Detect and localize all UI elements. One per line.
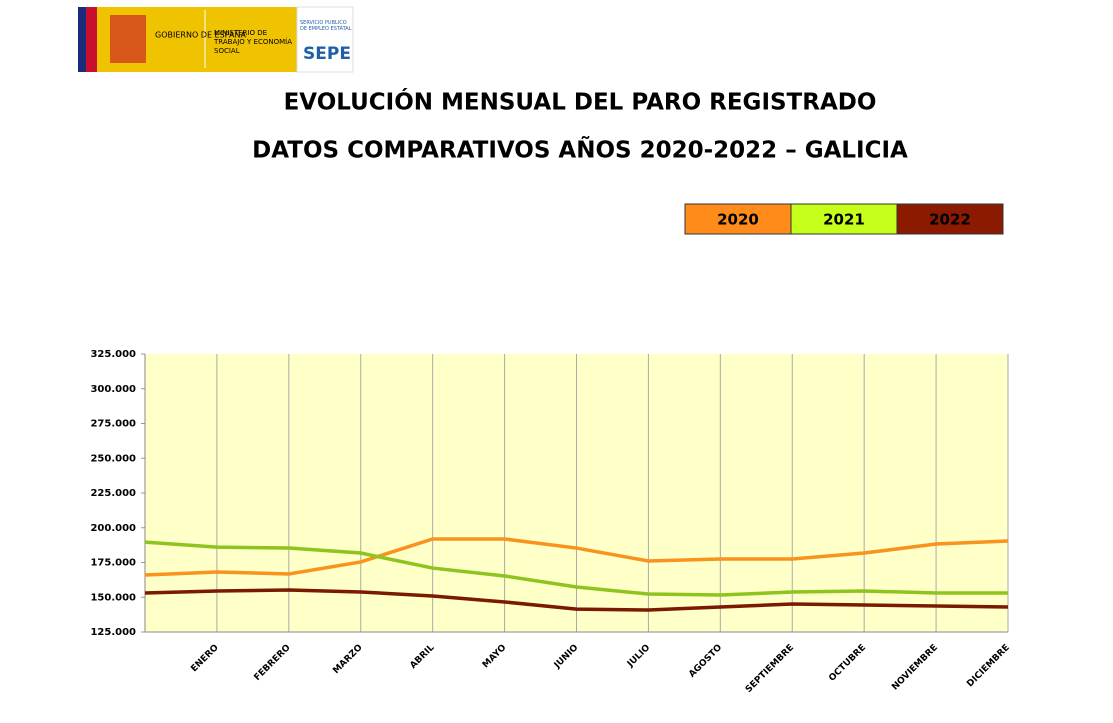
service-text: SERVICIO PÚBLICO DE EMPLEO ESTATAL — [300, 20, 352, 32]
y-tick-label: 125.000 — [90, 627, 136, 638]
legend-swatch — [684, 203, 792, 235]
chart-title: EVOLUCIÓN MENSUAL DEL PARO REGISTRADO — [284, 88, 877, 116]
shield — [110, 15, 146, 63]
legend-swatch — [896, 203, 1004, 235]
legend-swatch — [790, 203, 898, 235]
x-tick-label: JULIO — [625, 643, 652, 670]
sepe-box — [296, 6, 354, 73]
ministry-box: MINISTERIO DE TRABAJO Y ECONOMÍA SOCIAL — [214, 29, 292, 55]
service-box: SERVICIO PÚBLICO DE EMPLEO ESTATAL — [300, 20, 352, 32]
series-line — [144, 537, 1009, 577]
y-tick-label: 275.000 — [90, 419, 136, 430]
series-line — [144, 588, 1009, 612]
sepe-text: SEPE — [303, 44, 351, 64]
gov-text: GOBIERNO DE ESPAÑA — [155, 30, 246, 40]
y-tick-label: 225.000 — [90, 488, 136, 499]
legend-label: 2021 — [823, 211, 865, 229]
x-tick-label: DICIEMBRE — [965, 643, 1012, 690]
flag-blue — [78, 7, 86, 72]
x-tick-label: MARZO — [331, 643, 365, 677]
x-tick-label: ABRIL — [408, 643, 436, 671]
y-tick-label: 300.000 — [90, 384, 136, 395]
x-tick-label: NOVIEMBRE — [890, 643, 940, 693]
chart-subtitle: DATOS COMPARATIVOS AÑOS 2020-2022 – GALI… — [252, 136, 908, 164]
y-tick-label: 150.000 — [90, 592, 136, 603]
x-tick-label: OCTUBRE — [827, 643, 868, 684]
x-tick-label: FEBRERO — [253, 643, 293, 683]
legend-label: 2020 — [717, 211, 759, 229]
series-line — [144, 540, 1008, 597]
y-tick-label: 200.000 — [90, 523, 136, 534]
x-tick-label: JUNIO — [552, 643, 581, 672]
logo: GOBIERNO DE ESPAÑA MINISTERIO DE TRABAJO… — [78, 6, 354, 73]
x-tick-label: SEPTIEMBRE — [744, 643, 796, 695]
flag-red — [86, 7, 97, 72]
x-tick-label: ENERO — [189, 643, 221, 675]
y-tick-label: 325.000 — [90, 349, 136, 360]
legend-label: 2022 — [929, 211, 971, 229]
x-tick-label: MAYO — [481, 643, 509, 671]
ministry-text: MINISTERIO DE TRABAJO Y ECONOMÍA SOCIAL — [214, 29, 292, 55]
y-tick-label: 250.000 — [90, 453, 136, 464]
x-tick-label: AGOSTO — [687, 643, 724, 680]
y-tick-label: 175.000 — [90, 558, 136, 569]
